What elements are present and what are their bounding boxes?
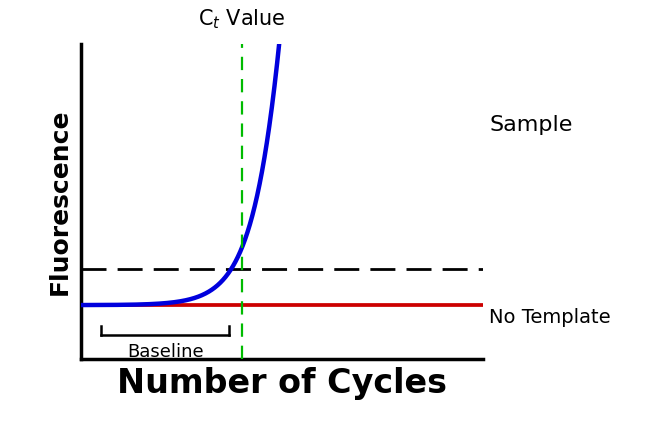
Text: Baseline: Baseline (127, 343, 203, 360)
Y-axis label: Fluorescence: Fluorescence (48, 108, 72, 295)
Text: C$_t$ Value: C$_t$ Value (198, 7, 285, 31)
Text: No Template: No Template (489, 307, 611, 327)
Text: Sample: Sample (489, 115, 572, 135)
X-axis label: Number of Cycles: Number of Cycles (117, 367, 447, 400)
